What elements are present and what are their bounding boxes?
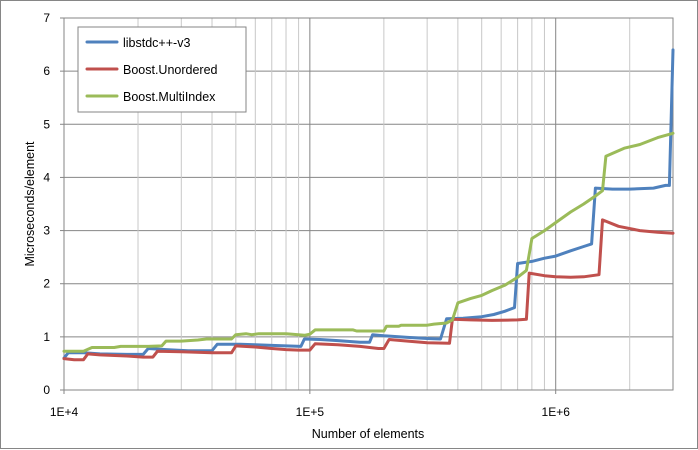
- x-axis-ticks: 1E+4 1E+5 1E+6: [50, 390, 570, 419]
- x-tick-label: 1E+6: [542, 405, 571, 419]
- y-axis-ticks: 0 1 2 3 4 5 6 7: [43, 11, 64, 397]
- y-tick-label: 2: [43, 277, 50, 291]
- legend: libstdc++-v3 Boost.Unordered Boost.MultiIn…: [77, 26, 247, 113]
- y-tick-label: 6: [43, 64, 50, 78]
- y-tick-label: 1: [43, 330, 50, 344]
- legend-label: Boost.MultiIndex: [123, 90, 216, 104]
- y-tick-label: 0: [43, 383, 50, 397]
- y-axis-title: Microseconds/element: [23, 141, 37, 267]
- x-tick-label: 1E+5: [296, 405, 325, 419]
- x-axis-title: Number of elements: [312, 427, 425, 441]
- legend-label: libstdc++-v3: [123, 36, 190, 50]
- y-tick-label: 7: [43, 11, 50, 25]
- series-line-1: [62, 218, 675, 362]
- plot-area-border: [63, 17, 674, 391]
- x-tick-label: 1E+4: [50, 405, 79, 419]
- series-line-2: [62, 131, 675, 353]
- y-tick-label: 5: [43, 117, 50, 131]
- legend-label: Boost.Unordered: [123, 63, 218, 77]
- y-tick-label: 4: [43, 170, 50, 184]
- series-lines: [62, 48, 675, 362]
- y-tick-label: 3: [43, 224, 50, 238]
